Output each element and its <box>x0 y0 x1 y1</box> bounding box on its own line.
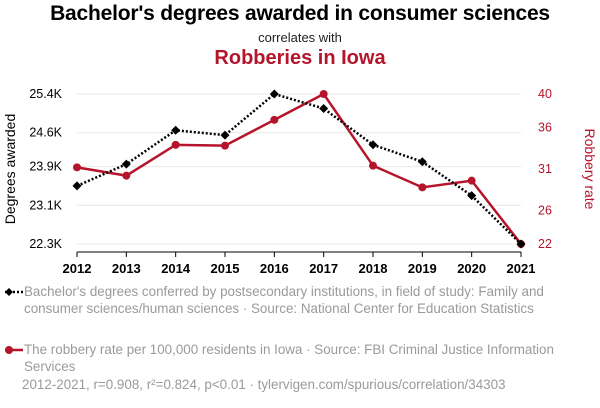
y-left-tick-label: 22.3K <box>29 237 62 251</box>
data-point-degrees <box>121 159 131 169</box>
y-left-tick-label: 25.4K <box>29 87 62 101</box>
y-right-tick-label: 26 <box>538 204 552 218</box>
data-point-degrees <box>467 191 477 201</box>
chart-title: Bachelor's degrees awarded in consumer s… <box>50 2 550 25</box>
data-point-robbery <box>122 171 131 180</box>
data-point-degrees <box>516 239 526 249</box>
x-tick-label: 2017 <box>309 261 338 276</box>
x-tick-label: 2016 <box>260 261 289 276</box>
x-tick-label: 2019 <box>408 261 437 276</box>
y-right-tick-label: 40 <box>538 87 552 101</box>
y-left-tick-label: 23.9K <box>29 160 62 174</box>
data-point-robbery <box>369 161 377 170</box>
x-tick-label: 2015 <box>211 261 240 276</box>
data-point-robbery <box>221 141 229 150</box>
data-point-robbery <box>270 115 279 124</box>
legend-label-degrees: Bachelor's degrees conferred by postseco… <box>24 284 544 316</box>
x-tick-label: 2020 <box>457 261 486 276</box>
y-left-axis-title: Degrees awarded <box>2 114 18 225</box>
y-right-axis-title: Robbery rate <box>582 129 598 210</box>
data-point-degrees <box>72 181 82 191</box>
x-tick-label: 2012 <box>63 261 92 276</box>
data-point-robbery <box>171 140 180 149</box>
x-tick-label: 2013 <box>112 261 141 276</box>
y-right-tick-label: 31 <box>538 162 552 176</box>
legend-swatch-robbery <box>5 346 23 354</box>
y-left-tick-label: 23.1K <box>29 198 62 212</box>
data-point-degrees <box>368 140 378 150</box>
y-right-tick-label: 36 <box>538 120 552 134</box>
chart-footer: 2012-2021, r=0.908, r²=0.824, p<0.01 · t… <box>22 377 506 392</box>
legend-label-robbery: The robbery rate per 100,000 residents i… <box>24 342 554 374</box>
x-tick-label: 2018 <box>359 261 388 276</box>
chart-title-secondary: Robberies in Iowa <box>214 47 386 69</box>
data-point-degrees <box>269 89 279 99</box>
series-line-robbery <box>76 92 522 245</box>
data-point-degrees <box>171 125 181 135</box>
legend-swatch-degrees <box>5 288 23 296</box>
y-left-tick-label: 24.6K <box>29 126 62 140</box>
data-point-robbery <box>73 163 81 172</box>
data-point-robbery <box>467 176 476 185</box>
data-point-degrees <box>417 157 427 167</box>
x-tick-label: 2021 <box>507 261 536 276</box>
data-point-robbery <box>319 90 328 98</box>
data-point-degrees <box>319 104 329 114</box>
chart-subtitle: correlates with <box>258 30 342 45</box>
data-point-degrees <box>220 130 230 140</box>
x-tick-label: 2014 <box>161 261 191 276</box>
series-line-degrees <box>76 92 522 245</box>
y-right-tick-label: 22 <box>538 237 552 251</box>
data-point-robbery <box>418 183 427 192</box>
